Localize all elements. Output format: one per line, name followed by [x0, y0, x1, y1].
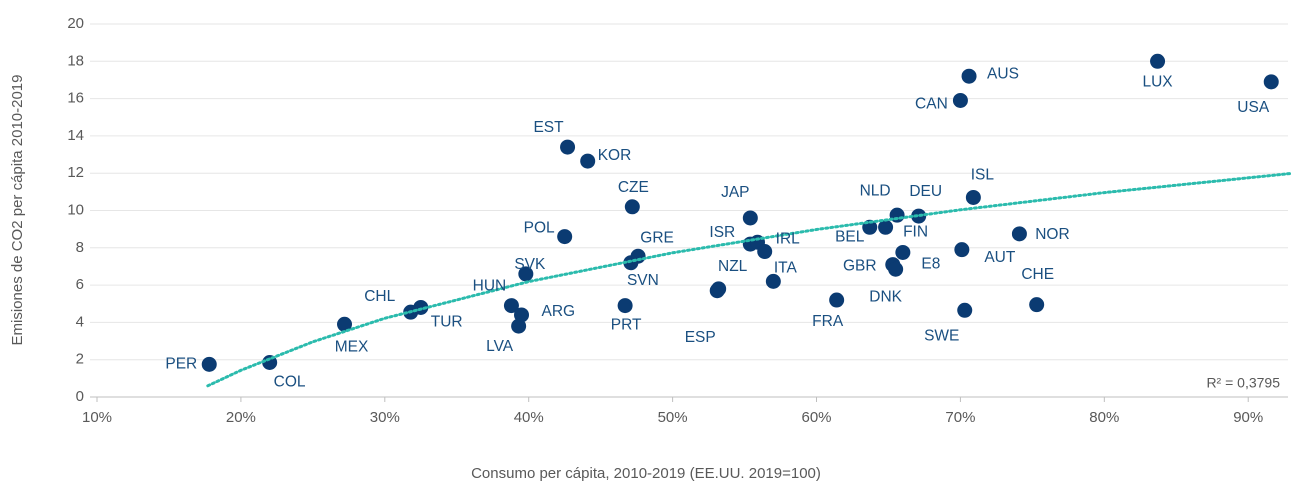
point-label: DNK — [869, 288, 902, 305]
data-point — [954, 242, 970, 258]
data-point — [829, 292, 845, 308]
data-point — [952, 92, 968, 108]
x-tick-label: 10% — [82, 409, 112, 426]
y-axis-title: Emisiones de CO2 per cápita 2010-2019 — [9, 75, 26, 346]
point-label: CHE — [1021, 266, 1054, 283]
point-label: LVA — [486, 338, 514, 355]
x-tick-label: 30% — [370, 409, 400, 426]
x-tick-label: 80% — [1089, 409, 1119, 426]
data-point — [961, 68, 977, 84]
x-tick-label: 40% — [514, 409, 544, 426]
point-label: ARG — [542, 303, 576, 320]
point-label: EST — [533, 119, 564, 136]
y-tick-label: 10 — [67, 201, 84, 218]
point-label: ESP — [685, 329, 716, 346]
point-label: SVN — [627, 272, 659, 289]
point-label: HUN — [473, 278, 507, 295]
point-label: LUX — [1142, 73, 1173, 90]
data-point — [709, 283, 725, 299]
x-tick-label: 50% — [658, 409, 688, 426]
point-label: CZE — [618, 179, 649, 196]
point-label: TUR — [431, 314, 463, 331]
y-tick-label: 8 — [76, 239, 84, 256]
point-label: MEX — [335, 338, 369, 355]
x-tick-label: 70% — [945, 409, 975, 426]
point-label: ISR — [709, 224, 735, 241]
data-point — [557, 229, 573, 245]
y-tick-label: 16 — [67, 90, 84, 107]
point-label: SWE — [924, 327, 959, 344]
point-label: NLD — [860, 182, 891, 199]
data-point — [511, 318, 527, 334]
y-tick-label: 20 — [67, 15, 84, 32]
x-axis-title: Consumo per cápita, 2010-2019 (EE.UU. 20… — [471, 465, 821, 482]
point-label: AUT — [984, 249, 1016, 266]
data-point — [957, 302, 973, 318]
y-tick-label: 18 — [67, 52, 84, 69]
data-point — [201, 356, 217, 372]
data-point — [617, 298, 633, 314]
point-label: JAP — [721, 184, 749, 201]
point-label: ISL — [971, 167, 995, 184]
data-point — [878, 219, 894, 235]
data-point — [765, 273, 781, 289]
point-label: COL — [274, 374, 306, 391]
point-label: KOR — [598, 147, 632, 164]
point-label: NOR — [1035, 226, 1069, 243]
point-label: FRA — [812, 313, 844, 330]
point-label: PRT — [611, 317, 642, 334]
data-point — [518, 266, 534, 282]
point-label: CAN — [915, 96, 948, 113]
data-point — [1029, 297, 1045, 313]
point-label: CHL — [364, 288, 395, 305]
data-point — [624, 199, 640, 215]
data-point — [560, 139, 576, 155]
point-label: E8 — [921, 256, 940, 273]
data-point — [742, 210, 758, 226]
y-tick-label: 14 — [67, 127, 84, 144]
point-label: PER — [165, 355, 197, 372]
data-point — [888, 261, 904, 277]
data-point — [1263, 74, 1279, 90]
point-label: GBR — [843, 258, 877, 275]
y-tick-label: 0 — [76, 388, 84, 405]
point-label: SVK — [514, 256, 546, 273]
data-point — [895, 244, 911, 260]
data-point — [965, 189, 981, 205]
data-point — [1150, 53, 1166, 69]
trendline — [206, 171, 1293, 388]
point-label: FIN — [903, 223, 928, 240]
x-tick-label: 60% — [801, 409, 831, 426]
point-label: ITA — [774, 259, 798, 276]
data-point — [503, 298, 519, 314]
x-tick-label: 20% — [226, 409, 256, 426]
data-point — [337, 316, 353, 332]
x-tick-label: 90% — [1233, 409, 1263, 426]
point-label: AUS — [987, 65, 1019, 82]
y-tick-label: 2 — [76, 351, 84, 368]
y-tick-label: 6 — [76, 276, 84, 293]
point-label: IRL — [776, 231, 801, 248]
point-label: USA — [1237, 99, 1270, 116]
y-tick-label: 12 — [67, 164, 84, 181]
point-label: GRE — [640, 229, 674, 246]
data-point — [580, 153, 596, 169]
point-label: BEL — [835, 228, 865, 245]
data-point — [1011, 226, 1027, 242]
data-point — [757, 244, 773, 260]
y-tick-label: 4 — [76, 313, 84, 330]
trendline-label: R² = 0,3795 — [1206, 375, 1280, 391]
point-label: DEU — [909, 183, 942, 200]
point-label: POL — [524, 220, 555, 237]
point-label: NZL — [718, 258, 748, 275]
